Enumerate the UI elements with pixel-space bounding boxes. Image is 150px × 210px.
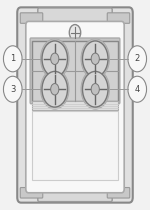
- Circle shape: [82, 41, 108, 77]
- Circle shape: [128, 46, 147, 72]
- Circle shape: [128, 76, 147, 102]
- FancyBboxPatch shape: [17, 7, 133, 203]
- Text: 3: 3: [10, 85, 15, 94]
- Bar: [32, 111, 118, 180]
- FancyBboxPatch shape: [32, 41, 118, 101]
- FancyBboxPatch shape: [20, 13, 43, 23]
- Circle shape: [40, 39, 69, 79]
- Circle shape: [81, 69, 110, 109]
- Text: 2: 2: [135, 54, 140, 63]
- FancyBboxPatch shape: [30, 38, 120, 104]
- Circle shape: [40, 69, 69, 109]
- Circle shape: [3, 76, 22, 102]
- Circle shape: [91, 84, 99, 95]
- Circle shape: [51, 84, 59, 95]
- Text: 4: 4: [135, 85, 140, 94]
- FancyBboxPatch shape: [38, 8, 112, 22]
- FancyBboxPatch shape: [107, 13, 130, 23]
- Circle shape: [81, 39, 110, 79]
- Circle shape: [91, 53, 99, 64]
- FancyBboxPatch shape: [107, 188, 130, 198]
- FancyBboxPatch shape: [38, 188, 112, 202]
- Circle shape: [3, 46, 22, 72]
- FancyBboxPatch shape: [26, 21, 124, 193]
- Circle shape: [69, 25, 81, 41]
- Circle shape: [42, 41, 68, 77]
- FancyBboxPatch shape: [20, 188, 43, 198]
- Circle shape: [82, 71, 108, 107]
- Bar: [32, 101, 118, 110]
- Text: 1: 1: [10, 54, 15, 63]
- Circle shape: [51, 53, 59, 64]
- Circle shape: [42, 71, 68, 107]
